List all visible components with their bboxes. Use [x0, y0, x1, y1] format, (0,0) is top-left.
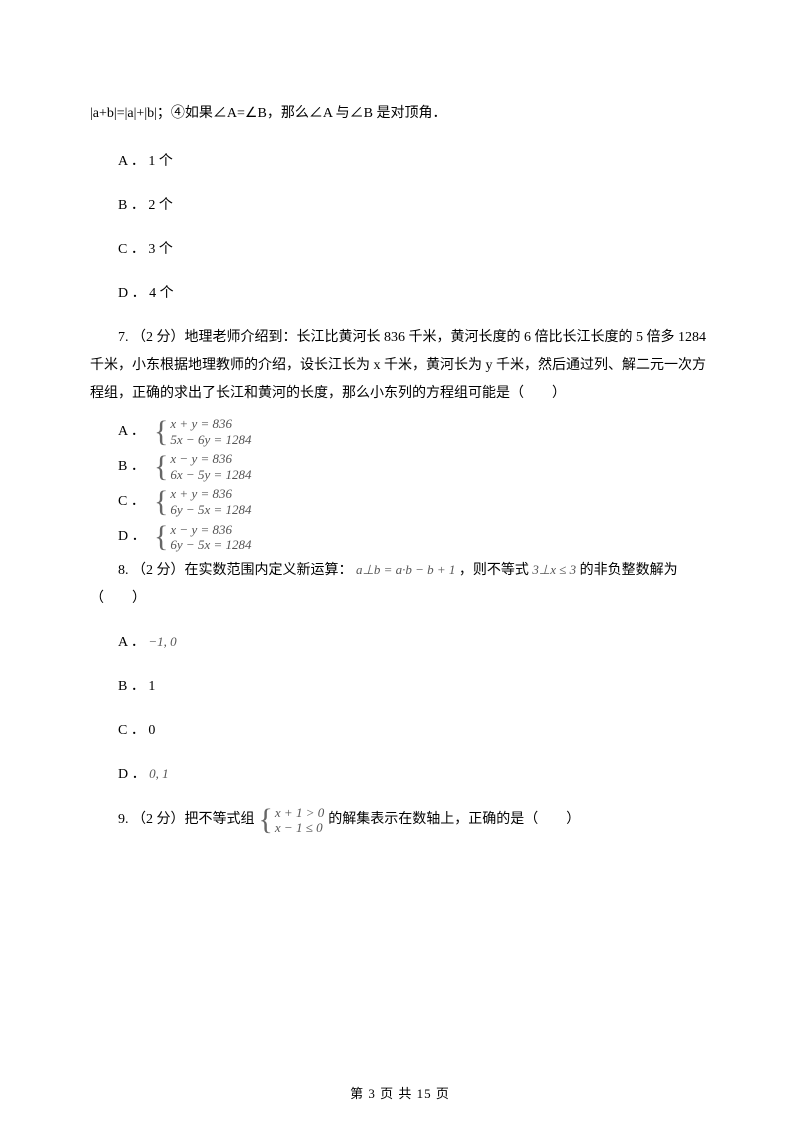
- q8-a-label: A ．: [118, 635, 145, 650]
- q7-option-b: B ． { x − y = 836 6x − 5y = 1284: [118, 451, 710, 482]
- q9-eq2: x − 1 ≤ 0: [275, 820, 324, 836]
- brace-icon: {: [259, 805, 273, 836]
- q6-option-b: B ． 2 个: [118, 192, 710, 220]
- q8-text: 8. （2 分）在实数范围内定义新运算： a⊥b = a·b − b + 1 ，…: [90, 557, 710, 613]
- page-footer: 第 3 页 共 15 页: [0, 1083, 800, 1102]
- q8-option-d: D ． 0, 1: [118, 761, 710, 789]
- q7-option-c: C ． { x + y = 836 6y − 5x = 1284: [118, 486, 710, 517]
- exam-page: |a+b|=|a|+|b|；④如果∠A=∠B，那么∠A 与∠B 是对顶角． A …: [0, 0, 800, 884]
- q6-option-a: A ． 1 个: [118, 148, 710, 176]
- q7-b-eq1: x − y = 836: [170, 451, 251, 467]
- q7-c-label: C ．: [118, 488, 154, 516]
- q7-a-eq1: x + y = 836: [170, 416, 251, 432]
- q9-system: { x + 1 > 0 x − 1 ≤ 0: [259, 805, 325, 836]
- q7-d-label: D ．: [118, 523, 154, 551]
- brace-icon: {: [154, 451, 168, 482]
- q7-c-system: { x + y = 836 6y − 5x = 1284: [154, 486, 252, 517]
- q9-text: 9. （2 分）把不等式组 { x + 1 > 0 x − 1 ≤ 0 的解集表…: [90, 805, 710, 836]
- q8-a-val: −1, 0: [148, 634, 176, 649]
- q8-option-b: B ． 1: [118, 673, 710, 701]
- q7-d-eq1: x − y = 836: [170, 522, 251, 538]
- q7-a-eq2: 5x − 6y = 1284: [170, 432, 251, 448]
- q7-d-eq2: 6y − 5x = 1284: [170, 537, 251, 553]
- q7-b-label: B ．: [118, 453, 154, 481]
- q7-option-d: D ． { x − y = 836 6y − 5x = 1284: [118, 522, 710, 553]
- q8-math1: a⊥b = a·b − b + 1: [356, 562, 455, 577]
- q8-d-label: D ．: [118, 767, 146, 782]
- brace-icon: {: [154, 416, 168, 447]
- q8-option-a: A ． −1, 0: [118, 629, 710, 657]
- q8-option-c: C ． 0: [118, 717, 710, 745]
- q6-option-d: D ． 4 个: [118, 280, 710, 308]
- q7-text: 7. （2 分）地理老师介绍到：长江比黄河长 836 千米，黄河长度的 6 倍比…: [90, 324, 710, 408]
- brace-icon: {: [154, 486, 168, 517]
- q7-b-system: { x − y = 836 6x − 5y = 1284: [154, 451, 252, 482]
- q9-prefix: 9. （2 分）把不等式组: [118, 806, 255, 834]
- q7-a-label: A ．: [118, 418, 154, 446]
- q7-option-a: A ． { x + y = 836 5x − 6y = 1284: [118, 416, 710, 447]
- q9-suffix: 的解集表示在数轴上，正确的是（ ）: [328, 806, 580, 834]
- q7-b-eq2: 6x − 5y = 1284: [170, 467, 251, 483]
- brace-icon: {: [154, 522, 168, 553]
- q8-d-val: 0, 1: [149, 766, 169, 781]
- q8-mid: ，则不等式: [459, 563, 533, 578]
- q8-prefix: 8. （2 分）在实数范围内定义新运算：: [118, 563, 356, 578]
- q6-option-c: C ． 3 个: [118, 236, 710, 264]
- q8-math2: 3⊥x ≤ 3: [532, 562, 576, 577]
- q7-c-eq1: x + y = 836: [170, 486, 251, 502]
- q7-c-eq2: 6y − 5x = 1284: [170, 502, 251, 518]
- q6-continuation: |a+b|=|a|+|b|；④如果∠A=∠B，那么∠A 与∠B 是对顶角．: [90, 100, 710, 128]
- q7-a-system: { x + y = 836 5x − 6y = 1284: [154, 416, 252, 447]
- q7-d-system: { x − y = 836 6y − 5x = 1284: [154, 522, 252, 553]
- q9-eq1: x + 1 > 0: [275, 805, 324, 821]
